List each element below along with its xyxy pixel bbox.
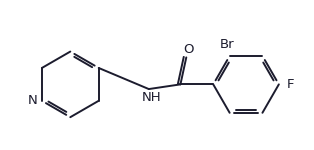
Text: F: F	[287, 78, 294, 91]
Text: NH: NH	[141, 91, 161, 104]
Text: N: N	[28, 94, 37, 107]
Text: O: O	[183, 43, 194, 56]
Text: Br: Br	[220, 38, 235, 51]
